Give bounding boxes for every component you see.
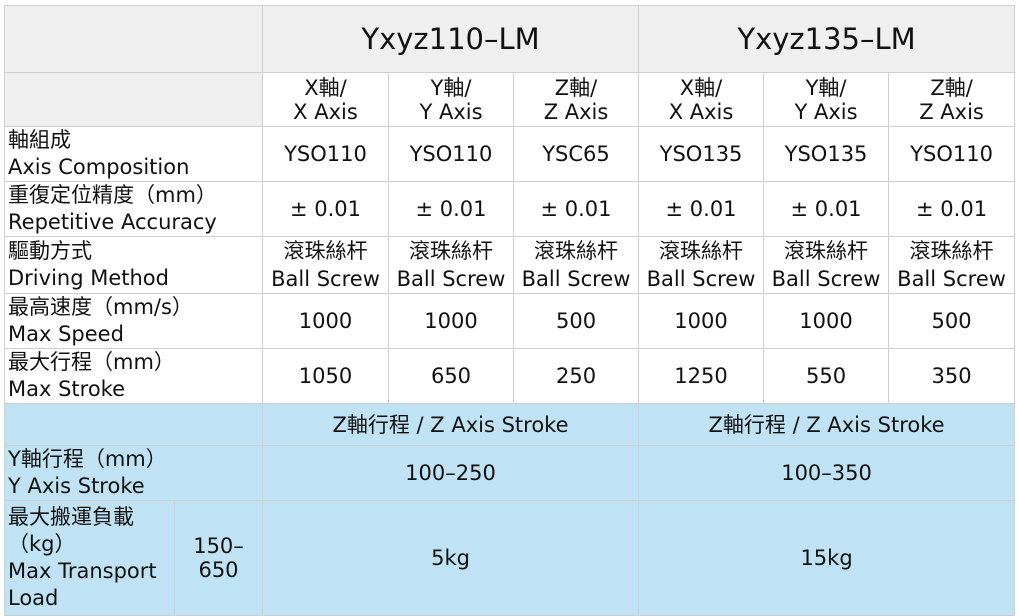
spec-cell: YSO110 xyxy=(262,126,389,182)
spec-cell: ± 0.01 xyxy=(888,181,1016,237)
corner-cell xyxy=(4,72,263,127)
z-stroke-header-row: Z軸行程 / Z Axis Stroke Z軸行程 / Z Axis Strok… xyxy=(4,403,1016,446)
axis-header: Y軸/Y Axis xyxy=(763,72,890,127)
row-label: 重復定位精度（mm） Repetitive Accuracy xyxy=(4,181,263,237)
spec-cell: ± 0.01 xyxy=(512,181,640,237)
y-stroke-value: 100–250 xyxy=(261,445,640,501)
spec-cell: 250 xyxy=(512,348,640,404)
corner-cell xyxy=(4,403,263,446)
spec-cell: 650 xyxy=(388,348,514,404)
model-header-row: Yxyz110–LM Yxyz135–LM xyxy=(4,5,1016,73)
spec-row-axis-composition: 軸組成 Axis Composition YSO110 YSO110 YSC65 … xyxy=(4,126,1016,182)
spec-cell: 1000 xyxy=(262,293,389,349)
row-label: 最高速度（mm/s） Max Speed xyxy=(4,293,263,349)
load-range: 150– 650 xyxy=(174,500,263,616)
spec-cell: YSO135 xyxy=(763,126,890,182)
spec-row-max-stroke: 最大行程（mm） Max Stroke 1050 650 250 1250 550… xyxy=(4,348,1016,404)
spec-cell: 1250 xyxy=(638,348,765,404)
spec-cell: 滾珠絲杆 Ball Screw xyxy=(388,236,514,294)
spec-cell: ± 0.01 xyxy=(638,181,765,237)
y-stroke-row: Y軸行程（mm） Y Axis Stroke 100–250 100–350 xyxy=(4,445,1016,501)
spec-cell: YSO135 xyxy=(638,126,765,182)
axis-header: Z軸/Z Axis xyxy=(512,72,640,127)
y-stroke-value: 100–350 xyxy=(638,445,1016,501)
model-title: Yxyz110–LM xyxy=(261,5,640,73)
spec-cell: 550 xyxy=(763,348,890,404)
load-value: 15kg xyxy=(638,500,1016,616)
row-label: Y軸行程（mm） Y Axis Stroke xyxy=(4,445,263,501)
z-stroke-header: Z軸行程 / Z Axis Stroke xyxy=(261,403,640,446)
row-label: 最大行程（mm） Max Stroke xyxy=(4,348,263,404)
spec-cell: YSC65 xyxy=(512,126,640,182)
row-label: 最大搬運負載 （kg） Max Transport Load xyxy=(4,500,175,616)
spec-row-max-speed: 最高速度（mm/s） Max Speed 1000 1000 500 1000 1… xyxy=(4,293,1016,349)
spec-cell: 1000 xyxy=(388,293,514,349)
axis-header: X軸/X Axis xyxy=(262,72,389,127)
spec-cell: 500 xyxy=(512,293,640,349)
load-value: 5kg xyxy=(261,500,640,616)
axis-header: Z軸/Z Axis xyxy=(888,72,1016,127)
spec-cell: 滾珠絲杆 Ball Screw xyxy=(763,236,890,294)
max-load-row: 最大搬運負載 （kg） Max Transport Load 150– 650 … xyxy=(4,500,1016,616)
axis-header-row: X軸/X Axis Y軸/Y Axis Z軸/Z Axis X軸/X Axis … xyxy=(4,72,1016,127)
spec-cell: 滾珠絲杆 Ball Screw xyxy=(512,236,640,294)
spec-cell: 350 xyxy=(888,348,1016,404)
spec-cell: 滾珠絲杆 Ball Screw xyxy=(262,236,389,294)
z-stroke-header: Z軸行程 / Z Axis Stroke xyxy=(638,403,1016,446)
axis-header: X軸/X Axis xyxy=(638,72,765,127)
row-label: 軸組成 Axis Composition xyxy=(4,126,263,182)
spec-cell: YSO110 xyxy=(888,126,1016,182)
spec-row-repetitive-accuracy: 重復定位精度（mm） Repetitive Accuracy ± 0.01 ± 0… xyxy=(4,181,1016,237)
corner-cell xyxy=(4,5,263,73)
spec-cell: 滾珠絲杆 Ball Screw xyxy=(888,236,1016,294)
spec-cell: 500 xyxy=(888,293,1016,349)
spec-cell: ± 0.01 xyxy=(388,181,514,237)
spec-cell: 1000 xyxy=(638,293,765,349)
spec-cell: ± 0.01 xyxy=(262,181,389,237)
spec-cell: YSO110 xyxy=(388,126,514,182)
spec-cell: ± 0.01 xyxy=(763,181,890,237)
spec-table: Yxyz110–LM Yxyz135–LM X軸/X Axis Y軸/Y Axi… xyxy=(4,5,1016,616)
model-title: Yxyz135–LM xyxy=(638,5,1016,73)
spec-cell: 1050 xyxy=(262,348,389,404)
row-label: 驅動方式 Driving Method xyxy=(4,236,263,294)
spec-cell: 1000 xyxy=(763,293,890,349)
spec-row-driving-method: 驅動方式 Driving Method 滾珠絲杆 Ball Screw 滾珠絲杆 Ba… xyxy=(4,236,1016,294)
axis-header: Y軸/Y Axis xyxy=(388,72,514,127)
spec-cell: 滾珠絲杆 Ball Screw xyxy=(638,236,765,294)
